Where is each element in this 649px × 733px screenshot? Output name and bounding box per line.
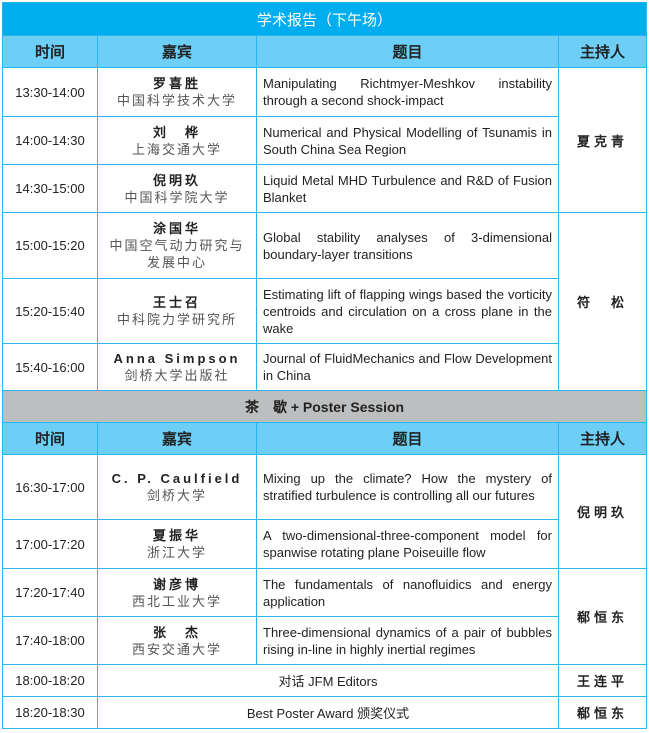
header-row: 时间 嘉宾 题目 主持人: [2, 422, 648, 455]
guest-cell: 罗喜胜中国科学技术大学: [97, 67, 257, 117]
topic-cell: The fundamentals of nanofluidics and ene…: [256, 568, 559, 617]
header-host: 主持人: [557, 35, 648, 68]
speaker-name: 张 杰: [152, 624, 201, 640]
guest-cell: 谢彦博 西北工业大学: [97, 568, 257, 617]
topic-cell: Journal of FluidMechanics and Flow Devel…: [256, 343, 559, 391]
speaker-affiliation: 中国科学院大学: [124, 189, 230, 205]
speaker-affiliation: 中科院力学研究所: [116, 312, 237, 327]
topic-cell: Numerical and Physical Modelling of Tsun…: [256, 116, 559, 165]
host-cell: 倪明玖: [557, 454, 648, 569]
host-cell: 夏克青: [557, 67, 648, 213]
guest-cell: 张 杰西安交通大学: [97, 616, 257, 665]
speaker-name: C. P. Caulfield: [111, 471, 243, 486]
header-time: 时间: [2, 35, 98, 68]
header-guest: 嘉宾: [97, 35, 257, 68]
topic-cell: Three-dimensional dynamics of a pair of …: [256, 616, 559, 665]
tea-break-row: 茶 歇 + Poster Session: [1, 390, 648, 423]
guest-cell: 倪明玖 中国科学院大学: [97, 164, 257, 213]
speaker-name: 王士召: [152, 295, 201, 310]
table-row: 13:30-14:00 罗喜胜 中国科学技术大学 Manipulating Richt…: [2, 67, 648, 213]
guest-cell: 王士召中科院力学研究所: [97, 278, 257, 344]
tea-break-label: 茶 歇 + Poster Session: [1, 390, 648, 423]
time-cell: 17:40-18:00: [2, 616, 98, 665]
table-row: 16:30-17:00 C. P. Caulfield 剑桥大学 Mixing up …: [2, 454, 648, 569]
topic-cell: Manipulating Richtmyer-Meshkov instabili…: [256, 67, 559, 117]
topic-cell: Global stability analyses of 3-dimension…: [256, 212, 559, 279]
time-cell: 18:00-18:20: [2, 664, 98, 697]
topic-cell: Liquid Metal MHD Turbulence and R&D of F…: [256, 164, 559, 213]
time-cell: 13:30-14:00: [2, 67, 98, 117]
topic-cell: Estimating lift of flapping wings based …: [256, 278, 559, 344]
speaker-name: 谢彦博: [152, 576, 201, 592]
schedule-title: 学术报告（下午场）: [1, 2, 648, 36]
host-cell: 王连平: [557, 664, 648, 697]
table-row: 14:00-14:30 刘 桦上海交通大学 Numerical and Physic…: [2, 116, 647, 165]
time-cell: 14:30-15:00: [2, 164, 98, 213]
time-cell: 18:20-18:30: [2, 696, 98, 729]
header-time: 时间: [2, 422, 98, 455]
merged-event-cell: Best Poster Award 颁奖仪式: [97, 696, 559, 729]
header-row: 时间 嘉宾 题目 主持人: [2, 35, 648, 68]
table-row: 18:20-18:30 Best Poster Award 颁奖仪式 郗恒东: [2, 696, 648, 729]
table-row: 18:00-18:20 对话 JFM Editors 王连平: [2, 664, 648, 697]
merged-event-cell: 对话 JFM Editors: [97, 664, 559, 697]
speaker-affiliation: 浙江大学: [146, 545, 207, 560]
table-row: 17:40-18:00 张 杰西安交通大学 Three-dimensional dy…: [2, 616, 647, 665]
host-cell: 郗恒东: [557, 568, 648, 665]
topic-cell: A two-dimensional-three-component model …: [256, 519, 559, 569]
guest-cell: 夏振华 浙江大学: [97, 519, 257, 569]
speaker-affiliation: 西安交通大学: [131, 641, 222, 657]
speaker-affiliation: 剑桥大学出版社: [124, 368, 230, 383]
speaker-affiliation: 剑桥大学: [146, 488, 207, 503]
speaker-name: 夏振华: [152, 528, 201, 543]
host-cell: 郗恒东: [557, 696, 648, 729]
header-topic: 题目: [256, 35, 559, 68]
table-row: 15:40-16:00 Anna Simpson 剑桥大学出版社 Journal of…: [2, 343, 647, 391]
time-cell: 15:00-15:20: [2, 212, 98, 279]
table-row: 15:00-15:20 涂国华 中国空气动力研究与发展中心 Global stabil…: [2, 212, 648, 391]
table-row: 15:20-15:40 王士召 中科院力学研究所 Estimating lift of…: [2, 278, 647, 344]
time-cell: 14:00-14:30: [2, 116, 98, 165]
table-row: 17:00-17:20 夏振华 浙江大学 A two-dimensional-thre…: [2, 519, 647, 569]
guest-cell: 涂国华中国空气动力研究与发展中心: [97, 212, 257, 279]
speaker-affiliation: 西北工业大学: [131, 593, 222, 609]
speaker-affiliation: 中国空气动力研究与发展中心: [109, 238, 245, 270]
guest-cell: C. P. Caulfield 剑桥大学: [97, 454, 257, 520]
time-cell: 15:20-15:40: [2, 278, 98, 344]
speaker-name: 涂国华: [152, 221, 201, 236]
guest-cell: 刘 桦上海交通大学: [97, 116, 257, 165]
speaker-affiliation: 中国科学技术大学: [116, 93, 237, 108]
speaker-affiliation: 上海交通大学: [131, 141, 222, 157]
guest-cell: Anna Simpson 剑桥大学出版社: [97, 343, 257, 391]
speaker-name: 倪明玖: [152, 172, 201, 188]
time-cell: 16:30-17:00: [2, 454, 98, 520]
speaker-name: 刘 桦: [152, 124, 201, 140]
header-topic: 题目: [256, 422, 559, 455]
table-row: 14:30-15:00 倪明玖 中国科学院大学 Liquid Metal MHD Tu…: [2, 164, 647, 213]
speaker-name: 罗喜胜: [152, 76, 201, 91]
header-guest: 嘉宾: [97, 422, 257, 455]
host-cell: 符 松: [557, 212, 648, 391]
topic-cell: Mixing up the climate? How the mystery o…: [256, 454, 559, 520]
header-host: 主持人: [557, 422, 648, 455]
time-cell: 17:20-17:40: [2, 568, 98, 617]
speaker-name: Anna Simpson: [113, 351, 241, 366]
table-row: 17:20-17:40 谢彦博 西北工业大学 The fundamentals of …: [2, 568, 648, 665]
time-cell: 17:00-17:20: [2, 519, 98, 569]
time-cell: 15:40-16:00: [2, 343, 98, 391]
